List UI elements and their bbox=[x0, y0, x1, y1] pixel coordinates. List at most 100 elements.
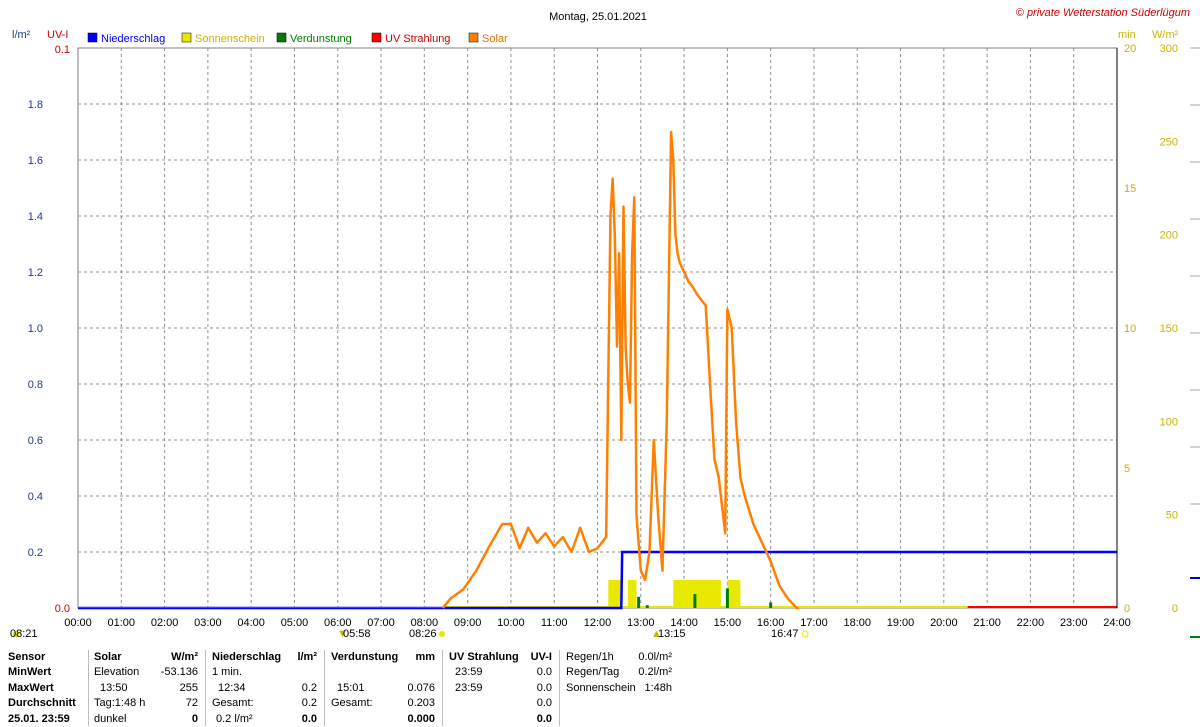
time-tick-label: 19:00 bbox=[887, 617, 915, 629]
stats-divider bbox=[442, 650, 443, 726]
twilight-time: 05:58 bbox=[343, 628, 371, 640]
time-tick-label: 00:00 bbox=[64, 617, 92, 629]
stats-evap-value: 0.203 bbox=[407, 697, 435, 710]
solar-axis: 300 250 200 150 100 50 0 bbox=[1160, 43, 1178, 615]
stats-uv-label: 23:59 bbox=[455, 666, 483, 679]
weather-chart: Montag, 25.01.2021 © private Wetterstati… bbox=[10, 7, 1200, 640]
precip-tick-label: 1.6 bbox=[28, 155, 43, 167]
legend-label: Solar bbox=[482, 33, 508, 45]
legend-label: Niederschlag bbox=[101, 33, 165, 45]
stats-precip-value: 0.0 bbox=[301, 712, 317, 725]
precip-tick-label: 1.8 bbox=[28, 99, 43, 111]
precip-tick-label: 1.4 bbox=[28, 211, 43, 223]
stats-solar-label: Elevation bbox=[94, 666, 140, 679]
stats-rain-value: 1:48h bbox=[644, 681, 672, 694]
solar-unit-label: W/m² bbox=[1152, 29, 1179, 41]
stats-divider bbox=[324, 650, 325, 726]
stats-precip-unit: l/m² bbox=[297, 651, 317, 663]
time-tick-label: 18:00 bbox=[843, 617, 871, 629]
time-tick-label: 12:00 bbox=[584, 617, 612, 629]
sunrise-time: 08:26 bbox=[409, 628, 437, 640]
solar-tick-label: 50 bbox=[1166, 510, 1178, 522]
sunshine-axis: 20 15 10 5 0 bbox=[1124, 43, 1136, 615]
stats-rain-label: Regen/Tag bbox=[566, 666, 620, 679]
stats-rain-column: Regen/1h 0.0l/m² Regen/Tag 0.2l/m² Sonnens… bbox=[566, 650, 672, 726]
legend-swatch bbox=[87, 32, 98, 43]
chart-title: Montag, 25.01.2021 bbox=[549, 11, 647, 23]
time-tick-label: 04:00 bbox=[237, 617, 265, 629]
time-tick-label: 05:00 bbox=[281, 617, 309, 629]
time-tick-label: 06:00 bbox=[324, 617, 352, 629]
twilight-icon: ▼ bbox=[337, 628, 348, 640]
precip-tick-label: 1.2 bbox=[28, 267, 43, 279]
stats-evap-value: 0.076 bbox=[407, 681, 435, 694]
precip-tick-label: 0.8 bbox=[28, 379, 43, 391]
stats-uv-value: 0.0 bbox=[536, 666, 552, 679]
sunrise-icon bbox=[439, 631, 445, 637]
sunshine-tick-label: 20 bbox=[1124, 43, 1136, 55]
stats-precip-label: Gesamt: bbox=[212, 697, 254, 710]
stats-divider bbox=[205, 650, 206, 726]
stats-solar-value: 0 bbox=[191, 712, 198, 725]
stats-precip-header: Niederschlag bbox=[212, 651, 282, 663]
stats-divider bbox=[88, 650, 89, 726]
uv-tick-top: 0.1 bbox=[55, 44, 70, 56]
time-tick-label: 21:00 bbox=[973, 617, 1001, 629]
precip-tick-label: 0.4 bbox=[28, 491, 43, 503]
stats-solar-label: 13:50 bbox=[100, 681, 128, 694]
legend-swatch bbox=[276, 32, 287, 43]
stats-uv-label: 23:59 bbox=[455, 681, 483, 694]
stats-uv-column: UV Strahlung UV-I 23:59 0.0 23:59 0.0 0.0 0… bbox=[449, 650, 552, 726]
noon-time: 13:15 bbox=[658, 628, 686, 640]
sunshine-unit-label: min bbox=[1118, 29, 1136, 41]
sunset-icon bbox=[801, 630, 809, 638]
sunshine-tick-label: 0 bbox=[1124, 603, 1130, 615]
right-edge-indicators bbox=[1190, 47, 1200, 638]
time-tick-label: 20:00 bbox=[930, 617, 958, 629]
time-tick-label: 11:00 bbox=[541, 617, 568, 629]
precip-tick-label: 0.6 bbox=[28, 435, 43, 447]
legend-label: UV Strahlung bbox=[385, 33, 450, 45]
legend-swatch bbox=[468, 32, 479, 43]
sunshine-block bbox=[673, 580, 721, 608]
stats-row-label: 25.01. 23:59 bbox=[8, 712, 70, 725]
stats-solar-unit: W/m² bbox=[171, 651, 198, 663]
uv-tick-bottom: 0.0 bbox=[55, 603, 70, 615]
stats-uv-unit: UV-I bbox=[530, 651, 552, 663]
stats-evap-column: Verdunstung mm 15:01 0.076 Gesamt: 0.203 0.… bbox=[331, 650, 435, 726]
sunshine-tick-label: 10 bbox=[1124, 323, 1136, 335]
precip-unit-label: l/m² bbox=[12, 29, 31, 41]
time-tick-label: 08:00 bbox=[411, 617, 439, 629]
precip-axis: 1.8 1.6 1.4 1.2 1.0 0.8 0.6 0.4 0.2 bbox=[28, 99, 43, 559]
stats-solar-label: dunkel bbox=[94, 712, 127, 725]
time-tick-label: 23:00 bbox=[1060, 617, 1088, 629]
legend-label: Verdunstung bbox=[290, 33, 352, 45]
sunshine-block bbox=[608, 580, 622, 608]
stats-row-label: Durchschnitt bbox=[8, 697, 76, 710]
series-layer bbox=[78, 130, 1117, 610]
solar-line bbox=[441, 130, 799, 610]
time-tick-label: 22:00 bbox=[1017, 617, 1045, 629]
moonrise-time: 08:21 bbox=[10, 628, 38, 640]
stats-rain-value: 0.2l/m² bbox=[638, 666, 672, 679]
time-tick-label: 15:00 bbox=[714, 617, 742, 629]
time-tick-label: 13:00 bbox=[627, 617, 655, 629]
stats-evap-value: 0.000 bbox=[407, 712, 435, 725]
time-tick-label: 09:00 bbox=[454, 617, 482, 629]
time-tick-label: 03:00 bbox=[194, 617, 222, 629]
time-tick-label: 14:00 bbox=[670, 617, 698, 629]
legend-swatch bbox=[371, 32, 382, 43]
stats-evap-label: Gesamt: bbox=[331, 697, 373, 710]
stats-evap-header: Verdunstung bbox=[331, 651, 399, 663]
stats-solar-column: Solar W/m² Elevation -53.136 13:50 255 Tag:… bbox=[94, 650, 198, 726]
stats-uv-value: 0.0 bbox=[536, 712, 552, 725]
legend-swatch bbox=[181, 32, 192, 43]
stats-precip-column: Niederschlag l/m² 1 min. 12:34 0.2 Gesamt:… bbox=[212, 650, 317, 726]
time-tick-label: 10:00 bbox=[497, 617, 525, 629]
statistics-panel: Sensor MinWert MaxWert Durchschnitt 25.0… bbox=[0, 650, 1200, 726]
stats-rain-label: Regen/1h bbox=[566, 651, 614, 663]
stats-sensor-column: Sensor MinWert MaxWert Durchschnitt 25.0… bbox=[8, 650, 88, 726]
stats-rain-value: 0.0l/m² bbox=[638, 651, 672, 663]
legend: Niederschlag Sonnenschein Verdunstung UV St… bbox=[87, 32, 508, 45]
stats-evap-unit: mm bbox=[415, 651, 435, 663]
